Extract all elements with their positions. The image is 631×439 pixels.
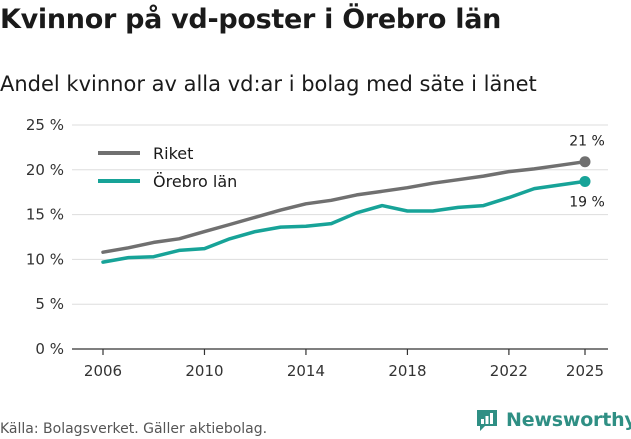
x-tick-label: 2025 [566,362,604,380]
y-tick-label: 15 % [26,206,64,224]
legend: Riket Örebro län [98,144,237,191]
end-point-marker [579,156,591,168]
x-tick-label: 2014 [287,362,325,380]
legend-label: Riket [153,144,193,163]
series-lines: 21 % 19 % [101,134,605,264]
y-tick-label: 10 % [26,250,64,268]
line-chart: 0 % 5 % 10 % 15 % 20 % 25 % 2006 2010 2014 2018 20… [26,116,608,380]
x-tick-label: 2018 [388,362,426,380]
series-line-riket [101,159,587,254]
y-tick-label: 0 % [35,340,64,358]
series-line-orebro [101,179,587,264]
legend-label: Örebro län [153,172,237,191]
axes: 0 % 5 % 10 % 15 % 20 % 25 % 2006 2010 2014 2018 20… [26,116,608,380]
newsworthy-logo: Newsworthy [474,407,631,433]
x-tick-label: 2022 [490,362,528,380]
end-value-label: 21 % [569,134,605,150]
x-tick-label: 2006 [84,362,122,380]
x-tick-label: 2010 [185,362,223,380]
brand-name: Newsworthy [506,409,631,431]
newsworthy-icon [477,410,497,431]
y-tick-label: 5 % [35,295,64,313]
y-tick-label: 25 % [26,116,64,134]
y-tick-label: 20 % [26,161,64,179]
chart-title: Kvinnor på vd-poster i Örebro län [0,4,502,35]
chart-subtitle: Andel kvinnor av alla vd:ar i bolag med … [0,72,537,96]
end-value-label: 19 % [569,194,605,210]
end-point-marker [579,175,591,187]
source-note: Källa: Bolagsverket. Gäller aktiebolag. [0,421,268,437]
